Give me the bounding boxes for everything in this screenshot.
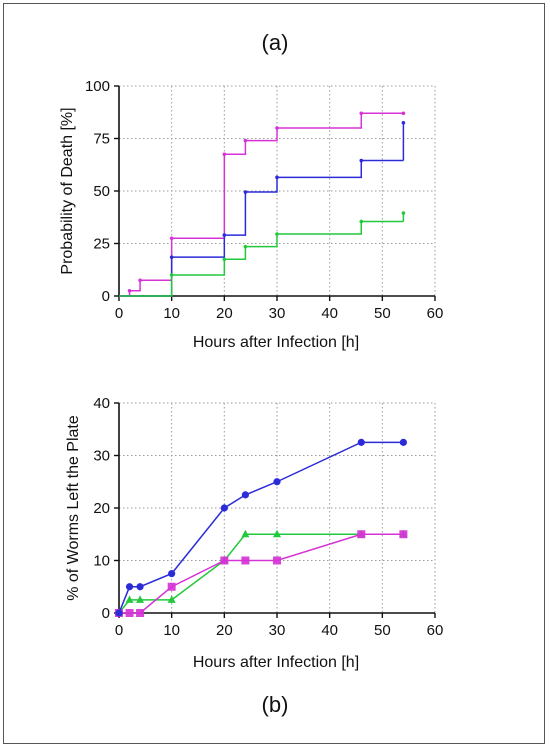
chart-a-series-3-point xyxy=(222,257,227,262)
chart-b-x-tick-label: 0 xyxy=(115,622,123,639)
chart-a-series-3-point xyxy=(275,232,279,236)
chart-a-y-tick-label: 25 xyxy=(93,236,110,253)
chart-a-series-1-line xyxy=(119,112,404,297)
chart-b-ylabel: % of Worms Left the Plate xyxy=(65,415,82,601)
chart-b-series-2-point xyxy=(220,556,229,565)
chart-a-series-1-end-point xyxy=(401,111,406,116)
chart-b-series-2-point xyxy=(136,609,145,617)
chart-b-series-2-point xyxy=(125,609,134,617)
chart-b-y-tick-label: 0 xyxy=(102,605,110,622)
chart-b-series-3-point xyxy=(241,491,249,499)
chart-a-x-tick-label: 60 xyxy=(427,305,444,322)
chart-b-series-3-point xyxy=(136,583,144,591)
chart-a-series-2-point xyxy=(359,158,364,163)
chart-a-series-2-point xyxy=(275,175,279,180)
chart-a-series-1-point xyxy=(359,111,364,116)
chart-a-series-1-point xyxy=(243,138,248,143)
chart-a-ylabel: Probability of Death [%] xyxy=(59,107,76,274)
chart-a-x-tick-label: 30 xyxy=(269,305,286,322)
figure-frame xyxy=(3,3,545,744)
chart-a-x-tick-label: 10 xyxy=(163,305,180,322)
chart-a-xlabel: Hours after Infection [h] xyxy=(193,334,359,351)
chart-b-series-3-point xyxy=(220,504,228,512)
chart-a-series-1-point xyxy=(222,152,227,157)
chart-a-series-1-point xyxy=(127,288,132,293)
chart-a-series-3-point xyxy=(169,273,174,277)
chart-panel-a: 0 10 20 30 40 50 60 0 25 50 75 100 xyxy=(85,78,443,322)
chart-b-series-2-point xyxy=(399,530,408,539)
chart-b-series-1-point xyxy=(125,595,134,603)
chart-b-series-1-point xyxy=(167,595,176,603)
chart-a-y-tick-label: 75 xyxy=(93,131,110,148)
chart-b-y-tick-label: 30 xyxy=(93,448,110,465)
chart-a-series-1-point xyxy=(169,236,174,241)
chart-a-y-tick-label: 50 xyxy=(93,183,110,200)
chart-b-x-tick-label: 20 xyxy=(216,622,233,639)
chart-panel-b: 0 10 20 30 40 50 60 0 10 20 30 40 xyxy=(93,395,443,639)
chart-a-series-2-point xyxy=(222,233,227,237)
chart-a-x-tick-label: 0 xyxy=(115,305,123,322)
chart-b-series-1-line xyxy=(118,533,404,614)
chart-a-x-tick-label: 20 xyxy=(216,305,233,322)
chart-b-series-1-point xyxy=(136,595,145,603)
chart-b-x-tick-label: 40 xyxy=(321,622,338,639)
chart-b-series-3-line xyxy=(118,441,404,614)
chart-a-series-3-end-point xyxy=(401,211,406,215)
chart-b-series-2-point xyxy=(273,556,281,565)
chart-a-x-tick-label: 40 xyxy=(321,305,338,322)
chart-a-y-tick-label: 100 xyxy=(85,78,110,95)
panel-b-label: (b) xyxy=(262,692,289,717)
chart-b-series-3-point xyxy=(125,583,134,591)
chart-b-series-2-point xyxy=(357,530,366,539)
chart-a-series-2-end-point xyxy=(401,120,406,125)
chart-b-series-3-point xyxy=(273,478,281,486)
chart-b-series-3-point xyxy=(168,570,176,578)
panel-a-label: (a) xyxy=(262,30,289,55)
chart-b-series-2-line xyxy=(119,533,404,614)
chart-b-xlabel: Hours after Infection [h] xyxy=(193,654,359,671)
chart-a-y-tick-label: 0 xyxy=(102,288,110,305)
chart-b-series-3-point xyxy=(115,609,123,617)
chart-b-x-tick-label: 60 xyxy=(427,622,444,639)
chart-a-series-1-point xyxy=(275,126,279,130)
chart-b-y-tick-label: 20 xyxy=(93,500,110,517)
chart-b-x-tick-label: 10 xyxy=(163,622,180,639)
chart-b-series-3-point xyxy=(357,438,365,446)
chart-a-series-2-point xyxy=(169,255,174,259)
chart-b-x-tick-label: 50 xyxy=(374,622,391,639)
chart-a-series-2-point xyxy=(243,190,248,194)
chart-b-x-tick-label: 30 xyxy=(269,622,286,639)
chart-b-series-3-point xyxy=(399,438,407,446)
chart-a-series-2-line xyxy=(119,159,404,297)
chart-b-series-2-point xyxy=(167,582,176,591)
chart-b-y-tick-label: 10 xyxy=(93,553,110,570)
chart-a-series-3-point xyxy=(359,219,364,224)
chart-a-series-3-point xyxy=(243,244,248,249)
chart-b-series-2-point xyxy=(241,556,250,565)
chart-b-y-tick-label: 40 xyxy=(93,395,110,412)
chart-a-series-3-line xyxy=(119,220,404,297)
chart-b-series-1-point xyxy=(273,529,281,538)
chart-a-series-1-point xyxy=(138,278,142,283)
chart-a-x-tick-label: 50 xyxy=(374,305,391,322)
chart-b-series-1-point xyxy=(241,529,250,538)
